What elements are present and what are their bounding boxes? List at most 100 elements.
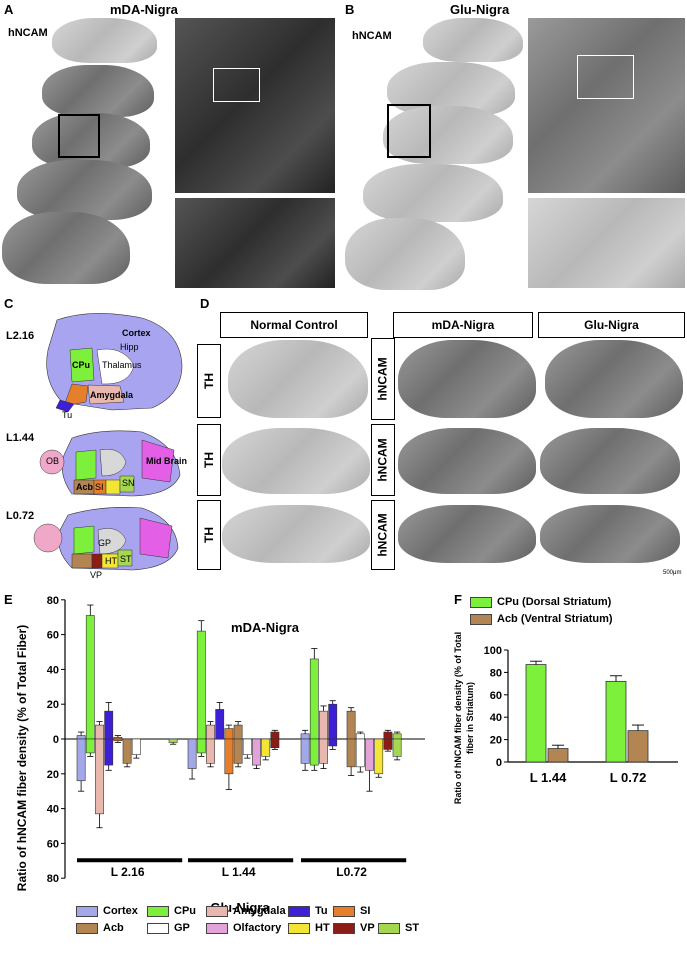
- chart-e-bar-top-vp: [270, 731, 280, 740]
- legend-swatch-cortex: [76, 905, 98, 917]
- legend-item-st: ST: [378, 922, 419, 934]
- legend-item-amygdala: Amygdala: [206, 905, 286, 917]
- legend-swatch-cpu-dorsal: [470, 596, 492, 608]
- panel-a-stain-label: hNCAM: [8, 27, 48, 39]
- legend-swatch-acb: [76, 922, 98, 934]
- panel-b-zoom-box: [577, 55, 634, 99]
- chart-e-ytick-label: 0: [53, 734, 59, 746]
- legend-swatch-cpu: [147, 905, 169, 917]
- glu-section-2: [540, 428, 680, 494]
- row-label-th-2: TH: [197, 424, 221, 496]
- chart-f-ytick-label: 0: [496, 757, 502, 769]
- legend-item-cortex: Cortex: [76, 905, 138, 917]
- chart-e-bar-top-cpu: [196, 630, 206, 740]
- chart-f-category-label: L 0.72: [610, 770, 647, 785]
- legend-item-gp: GP: [147, 922, 190, 934]
- chart-e-bar-top-acb: [233, 724, 243, 740]
- mda-section-3: [398, 505, 536, 563]
- region-label-ob: OB: [46, 456, 60, 466]
- legend-item-acb-ventral: Acb (Ventral Striatum): [470, 613, 613, 625]
- chart-e-bar-top-cpu: [85, 615, 95, 740]
- level-label-2: L1.44: [6, 432, 35, 444]
- chart-e-bar-bottom-cpu: [85, 738, 95, 754]
- chart-f-bar-acb: [547, 748, 569, 763]
- chart-e-bar-bottom-cortex: [76, 738, 86, 782]
- chart-e-bar-bottom-cortex: [300, 738, 310, 764]
- chart-e-bar-top-si: [224, 728, 234, 740]
- chart-f-ytick-label: 100: [484, 645, 502, 657]
- region-label-midbrain: Mid Brain: [146, 456, 188, 466]
- legend-item-vp: VP: [333, 922, 375, 934]
- chart-f-bar-acb: [627, 730, 649, 763]
- region-label-hipp: Hipp: [120, 342, 139, 352]
- chart-f-svg: 0 20 40 60 80 100 L 1.44 L 0.72: [484, 645, 678, 785]
- panel-b-stain-label: hNCAM: [352, 30, 392, 42]
- legend-swatch-acb-ventral: [470, 613, 492, 625]
- chart-e-bar-bottom-gp: [131, 738, 141, 755]
- chart-e-bar-bottom-cpu: [309, 738, 319, 766]
- legend-item-cpu-dorsal: CPu (Dorsal Striatum): [470, 596, 611, 608]
- chart-e-bar-bottom-olfactory: [252, 738, 261, 766]
- legend-swatch-gp: [147, 922, 169, 934]
- chart-e-bar-bottom-olfactory: [365, 738, 374, 771]
- legend-swatch-vp: [333, 922, 355, 934]
- normal-section-1: [228, 340, 368, 418]
- panel-a-zoom-image: [175, 18, 335, 193]
- chart-e-bar-top-amygdala: [95, 724, 104, 740]
- chart-e-bar-top-amygdala: [206, 724, 215, 740]
- chart-e-group-label: L 2.16: [111, 865, 145, 879]
- chart-e-bar-bottom-acb: [233, 738, 243, 764]
- chart-e-bar-bottom-acb: [346, 738, 356, 768]
- chart-e-bar-top-tu: [328, 703, 338, 740]
- chart-e-group-label: L0.72: [336, 865, 367, 879]
- chart-e-bar-bottom-st: [168, 738, 178, 743]
- region-label-ht: HT: [105, 556, 117, 566]
- chart-e-bar-bottom-cpu: [196, 738, 206, 754]
- legend-swatch-amygdala: [206, 905, 228, 917]
- chart-e-bar-top-cpu: [309, 658, 319, 740]
- chart-e-ytick-label: 80: [47, 596, 59, 607]
- chart-e-bar-bottom-st: [392, 738, 402, 757]
- region-label-cpu: CPu: [72, 360, 90, 370]
- panel-a-letter: A: [4, 2, 14, 17]
- panel-b-detail-image: [528, 198, 685, 288]
- region-label-cortex: Cortex: [122, 328, 151, 338]
- chart-e-bar-bottom-gp: [355, 738, 365, 768]
- chart-e-bar-top-tu: [215, 709, 225, 740]
- glu-section-3: [540, 505, 680, 563]
- row-label-th-1: TH: [197, 344, 221, 418]
- panel-f-letter: F: [454, 592, 462, 607]
- panel-a-title: mDA-Nigra: [110, 2, 178, 17]
- legend-item-si: SI: [333, 905, 370, 917]
- chart-e-bar-bottom-vp: [383, 738, 393, 750]
- chart-e-bar-top-cortex: [76, 735, 86, 740]
- region-label-vp: VP: [90, 570, 103, 580]
- chart-e-bar-top-st: [392, 733, 402, 740]
- panel-e-letter: E: [4, 592, 13, 607]
- chart-e-bar-bottom-vp: [270, 738, 280, 748]
- chart-e-ytick-label: 40: [47, 664, 59, 676]
- chart-e-bar-bottom-si: [113, 738, 123, 742]
- panel-a-detail-image: [175, 198, 335, 288]
- chart-e-bar-bottom-ht: [374, 738, 384, 775]
- chart-e-bar-top-acb: [346, 710, 356, 740]
- legend-swatch-tu: [288, 905, 310, 917]
- level-label-3: L0.72: [6, 510, 35, 522]
- normal-section-3: [222, 505, 370, 563]
- chart-e-bar-bottom-tu: [104, 738, 114, 766]
- glu-section-1: [545, 340, 683, 418]
- panel-a-zoom-box: [213, 68, 260, 102]
- chart-e-bar-bottom-amygdala: [95, 738, 104, 815]
- chart-e-ytick-label: 80: [47, 873, 59, 885]
- chart-e-ytick-label: 40: [47, 804, 59, 816]
- chart-e-bar-bottom-cortex: [187, 738, 197, 769]
- region-label-acb: Acb: [76, 482, 94, 492]
- chart-f-bar-cpu: [605, 680, 627, 763]
- panel-d-letter: D: [200, 296, 210, 311]
- chart-e-ytick-label: 20: [47, 699, 59, 711]
- chart-f-category-label: L 1.44: [530, 770, 567, 785]
- mda-section-1: [398, 340, 536, 418]
- chart-f-ytick-label: 40: [490, 712, 502, 724]
- panel-b-letter: B: [345, 2, 355, 17]
- region-label-si: SI: [95, 482, 104, 492]
